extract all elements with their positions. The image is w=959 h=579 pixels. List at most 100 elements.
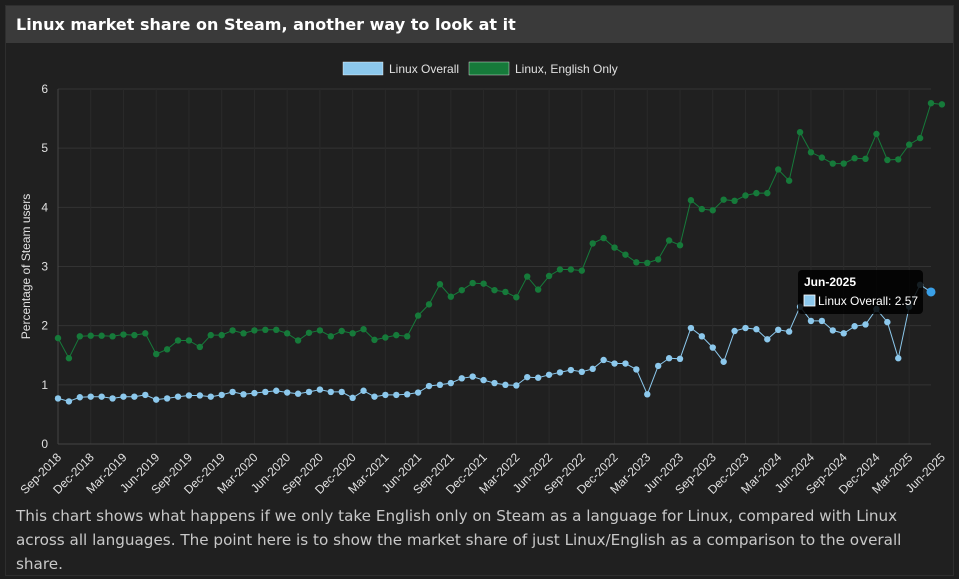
data-point[interactable] bbox=[851, 323, 858, 330]
data-point[interactable] bbox=[142, 330, 149, 337]
data-point[interactable] bbox=[665, 355, 673, 362]
data-point[interactable] bbox=[436, 281, 444, 288]
data-point[interactable] bbox=[502, 288, 509, 296]
data-point[interactable] bbox=[414, 312, 422, 319]
data-point[interactable] bbox=[600, 234, 607, 242]
data-point[interactable] bbox=[273, 326, 280, 334]
data-point[interactable] bbox=[294, 337, 302, 344]
data-point[interactable] bbox=[153, 350, 160, 358]
data-point[interactable] bbox=[98, 332, 105, 339]
data-point[interactable] bbox=[654, 362, 662, 370]
data-point[interactable] bbox=[76, 394, 84, 401]
data-point[interactable] bbox=[785, 177, 793, 184]
data-point[interactable] bbox=[534, 286, 542, 293]
data-point[interactable] bbox=[698, 333, 706, 340]
data-point[interactable] bbox=[349, 330, 356, 337]
data-point[interactable] bbox=[742, 324, 749, 332]
data-point[interactable] bbox=[218, 391, 225, 399]
data-point[interactable] bbox=[840, 330, 847, 337]
data-point[interactable] bbox=[382, 391, 389, 399]
data-point[interactable] bbox=[884, 318, 891, 326]
data-point[interactable] bbox=[316, 327, 324, 334]
data-point[interactable] bbox=[687, 197, 695, 204]
data-point[interactable] bbox=[54, 395, 62, 402]
data-point[interactable] bbox=[327, 333, 335, 340]
data-point[interactable] bbox=[731, 327, 738, 335]
data-point[interactable] bbox=[371, 336, 378, 344]
data-point[interactable] bbox=[709, 344, 716, 351]
data-point[interactable] bbox=[382, 334, 389, 341]
data-point[interactable] bbox=[480, 376, 487, 384]
data-point[interactable] bbox=[785, 328, 793, 335]
data-point[interactable] bbox=[687, 324, 695, 332]
data-point[interactable] bbox=[109, 333, 116, 340]
data-point[interactable] bbox=[644, 259, 651, 267]
data-point[interactable] bbox=[240, 330, 247, 337]
data-point[interactable] bbox=[371, 393, 378, 400]
data-point[interactable] bbox=[458, 286, 465, 294]
data-point[interactable] bbox=[589, 365, 596, 373]
data-point[interactable] bbox=[196, 343, 204, 351]
data-point[interactable] bbox=[65, 398, 73, 405]
data-point[interactable] bbox=[98, 393, 105, 400]
data-point[interactable] bbox=[316, 386, 324, 393]
data-point[interactable] bbox=[622, 360, 629, 367]
data-point[interactable] bbox=[305, 388, 313, 396]
data-point[interactable] bbox=[436, 381, 444, 389]
data-point[interactable] bbox=[414, 389, 422, 396]
data-point[interactable] bbox=[611, 360, 618, 367]
data-point[interactable] bbox=[862, 155, 869, 163]
line-chart[interactable]: 0123456Sep-2018Dec-2018Mar-2019Jun-2019S… bbox=[6, 44, 953, 499]
data-point[interactable] bbox=[185, 392, 193, 399]
data-point[interactable] bbox=[676, 242, 684, 249]
data-point[interactable] bbox=[524, 273, 531, 280]
data-point[interactable] bbox=[338, 388, 345, 396]
data-point[interactable] bbox=[905, 141, 913, 148]
data-point[interactable] bbox=[425, 382, 433, 390]
data-point[interactable] bbox=[633, 259, 640, 266]
data-point[interactable] bbox=[185, 337, 193, 344]
data-point[interactable] bbox=[840, 160, 847, 167]
data-point[interactable] bbox=[153, 396, 160, 403]
data-point[interactable] bbox=[262, 388, 269, 396]
data-point[interactable] bbox=[273, 387, 280, 394]
data-point[interactable] bbox=[240, 391, 247, 398]
data-point[interactable] bbox=[229, 388, 236, 396]
data-point[interactable] bbox=[600, 356, 607, 364]
data-point[interactable] bbox=[513, 382, 520, 389]
data-point[interactable] bbox=[644, 391, 651, 398]
data-point[interactable] bbox=[262, 326, 269, 334]
data-point[interactable] bbox=[174, 393, 182, 400]
data-point[interactable] bbox=[229, 327, 236, 334]
data-point[interactable] bbox=[578, 368, 585, 376]
data-point[interactable] bbox=[283, 330, 291, 337]
data-point[interactable] bbox=[207, 331, 214, 339]
data-point[interactable] bbox=[916, 134, 924, 142]
data-point[interactable] bbox=[611, 244, 618, 251]
data-point[interactable] bbox=[491, 286, 498, 294]
data-point[interactable] bbox=[829, 327, 836, 334]
data-point[interactable] bbox=[796, 128, 804, 136]
data-point[interactable] bbox=[502, 381, 509, 389]
data-point[interactable] bbox=[174, 337, 182, 344]
data-point[interactable] bbox=[120, 331, 127, 338]
hover-point[interactable] bbox=[926, 287, 936, 297]
data-point[interactable] bbox=[120, 393, 127, 400]
data-point[interactable] bbox=[742, 192, 749, 199]
data-point[interactable] bbox=[360, 387, 367, 394]
data-point[interactable] bbox=[458, 375, 465, 382]
data-point[interactable] bbox=[109, 395, 116, 402]
data-point[interactable] bbox=[447, 379, 455, 387]
data-point[interactable] bbox=[818, 317, 826, 325]
data-point[interactable] bbox=[862, 321, 869, 328]
legend-linux-english[interactable]: Linux, English Only bbox=[468, 61, 618, 76]
data-point[interactable] bbox=[218, 331, 225, 339]
data-point[interactable] bbox=[294, 390, 302, 397]
data-point[interactable] bbox=[764, 189, 771, 197]
data-point[interactable] bbox=[251, 327, 258, 334]
data-point[interactable] bbox=[556, 369, 564, 376]
data-point[interactable] bbox=[873, 130, 880, 138]
data-point[interactable] bbox=[589, 240, 596, 247]
data-point[interactable] bbox=[425, 301, 433, 308]
data-point[interactable] bbox=[163, 395, 171, 402]
